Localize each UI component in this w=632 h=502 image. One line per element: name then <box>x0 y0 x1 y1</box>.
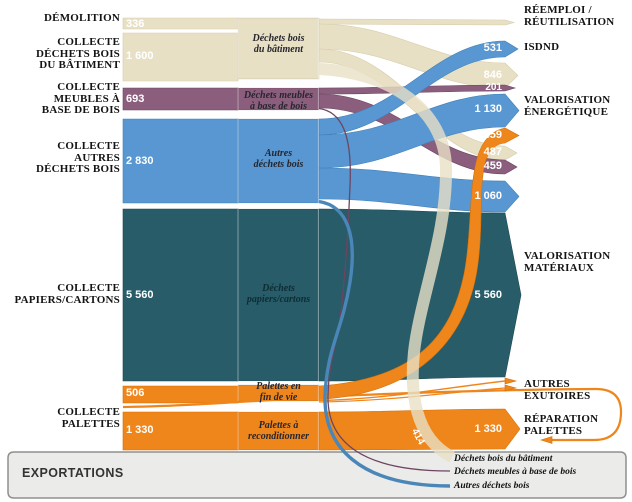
dest-label-reemploi: RÉEMPLOI / RÉUTILISATION <box>524 4 630 28</box>
legend-item-dechets-bois-batiment: Déchets bois du bâtiment <box>454 454 553 464</box>
label-line: RÉPARATION <box>524 413 599 425</box>
node-label-dechets-meubles: Déchets meubles à base de bois <box>238 90 319 112</box>
tip-exutoires-2 <box>504 384 518 392</box>
node-label-palettes-fin-de-vie: Palettes en fin de vie <box>238 381 319 403</box>
flow-batiment-exportations <box>318 63 455 463</box>
label-line: MATÉRIAUX <box>524 261 595 274</box>
label-line: à base de bois <box>250 101 307 112</box>
flow-reparation-retour-arrowhead <box>540 436 553 444</box>
flow-value-459-energie: 459 <box>483 129 502 141</box>
tip-exutoires-1 <box>504 377 518 385</box>
label-line: papiers/cartons <box>246 294 311 305</box>
dest-label-valorisation-materiaux: VALORISATION MATÉRIAUX <box>524 250 630 274</box>
flow-value-201: 201 <box>485 82 502 93</box>
node-palettes-fin-de-vie <box>237 384 320 402</box>
exportations-box <box>7 451 627 499</box>
dest-label-valorisation-energetique: VALORISATION ÉNERGÉTIQUE <box>524 94 630 118</box>
label-line: Déchets meubles <box>243 90 314 101</box>
flow-value-1330-right: 1 330 <box>474 423 502 435</box>
dest-label-reparation-palettes: RÉPARATION PALETTES <box>524 413 630 437</box>
node-label-dechets-papiers-cartons: Déchets papiers/cartons <box>238 283 319 305</box>
label-line: déchets bois <box>253 159 304 170</box>
flow-value-506: 506 <box>126 387 145 399</box>
label-line: EXUTOIRES <box>524 389 591 402</box>
label-line: PALETTES <box>61 417 120 430</box>
flow-value-1600: 1 600 <box>126 50 154 62</box>
flow-value-5560-left: 5 560 <box>126 289 154 301</box>
flow-batiment-energetique <box>318 23 519 89</box>
label-line: Palettes à <box>258 420 299 431</box>
flow-value-336: 336 <box>126 18 145 30</box>
flow-value-693: 693 <box>126 93 145 105</box>
label-line: COLLECTE <box>57 406 120 418</box>
label-line: BASE DE BOIS <box>41 104 120 116</box>
label-line: RÉEMPLOI / <box>524 4 592 16</box>
flow-value-5560-right: 5 560 <box>474 289 502 301</box>
flow-autres-isdnd <box>318 40 519 136</box>
flow-value-1060: 1 060 <box>474 190 502 202</box>
node-label-autres-dechets-bois: Autres déchets bois <box>238 148 319 170</box>
source-label-demolition: DÉMOLITION <box>0 12 120 25</box>
label-line: COLLECTE <box>57 140 120 152</box>
node-collecte-bois-batiment <box>122 32 239 82</box>
label-line: DÉCHETS BOIS <box>35 47 120 60</box>
label-line: fin de vie <box>259 392 298 403</box>
label-line: DÉCHETS BOIS <box>35 163 120 175</box>
exportations-box-title: EXPORTATIONS <box>22 466 124 480</box>
label-line: Déchets bois <box>252 33 305 44</box>
node-dechets-meubles <box>237 87 320 111</box>
label-line: Déchets <box>262 283 295 294</box>
source-label-collecte-meubles: COLLECTE MEUBLES À BASE DE BOIS <box>0 81 120 117</box>
label-line: Autres <box>264 148 293 159</box>
label-line: DU BÂTIMENT <box>39 59 120 71</box>
dest-label-autres-exutoires: AUTRES EXUTOIRES <box>524 378 630 402</box>
node-label-palettes-a-reconditionner: Palettes à reconditionner <box>238 420 319 442</box>
label-line: MEUBLES À <box>53 92 120 105</box>
label-line: reconditionner <box>247 431 310 442</box>
label-line: PAPIERS/CARTONS <box>14 293 120 306</box>
label-line: du bâtiment <box>253 44 304 55</box>
flow-autres-materiaux <box>318 167 520 213</box>
flow-value-1330-left: 1 330 <box>126 424 154 436</box>
flow-value-846: 846 <box>483 69 502 81</box>
label-line: RÉUTILISATION <box>524 15 615 28</box>
label-line: ÉNERGÉTIQUE <box>524 105 609 118</box>
label-line: ISDND <box>524 41 560 53</box>
flow-meubles-exportations <box>318 107 451 472</box>
label-line: VALORISATION <box>524 250 611 262</box>
flow-palettes-energetique <box>318 127 520 400</box>
label-line: AUTRES <box>524 378 570 390</box>
label-line: Palettes en <box>256 381 301 392</box>
source-label-collecte-palettes: COLLECTE PALETTES <box>0 406 120 430</box>
label-line: PALETTES <box>524 424 583 437</box>
label-line: COLLECTE <box>57 282 120 294</box>
label-line: COLLECTE <box>57 36 120 48</box>
label-line: COLLECTE <box>57 81 120 93</box>
flow-value-487: 487 <box>483 146 502 158</box>
source-label-collecte-papiers-cartons: COLLECTE PAPIERS/CARTONS <box>0 282 120 306</box>
source-label-collecte-autres-bois: COLLECTE AUTRES DÉCHETS BOIS <box>0 140 120 176</box>
source-label-collecte-dechets-bois-batiment: COLLECTE DÉCHETS BOIS DU BÂTIMENT <box>0 36 120 72</box>
flow-batiment-reemploi <box>318 18 516 26</box>
flow-value-1130: 1 130 <box>474 103 502 115</box>
flow-value-2830: 2 830 <box>126 155 154 167</box>
flow-autres-energetique <box>318 93 520 169</box>
legend-item-autres-dechets-bois: Autres déchets bois <box>454 481 530 491</box>
label-line: DÉMOLITION <box>44 12 120 24</box>
dest-label-isdnd: ISDND <box>524 41 630 54</box>
flow-value-531: 531 <box>483 42 502 54</box>
node-label-dechets-bois-batiment: Déchets bois du bâtiment <box>238 33 319 55</box>
legend-item-dechets-meubles: Déchets meubles à base de bois <box>454 467 577 477</box>
label-line: VALORISATION <box>524 94 611 106</box>
node-dechets-bois-batiment <box>237 17 320 80</box>
label-line: AUTRES <box>74 151 120 164</box>
flow-value-459-materiaux: 459 <box>483 160 502 172</box>
flow-autres-exportations <box>318 199 451 488</box>
